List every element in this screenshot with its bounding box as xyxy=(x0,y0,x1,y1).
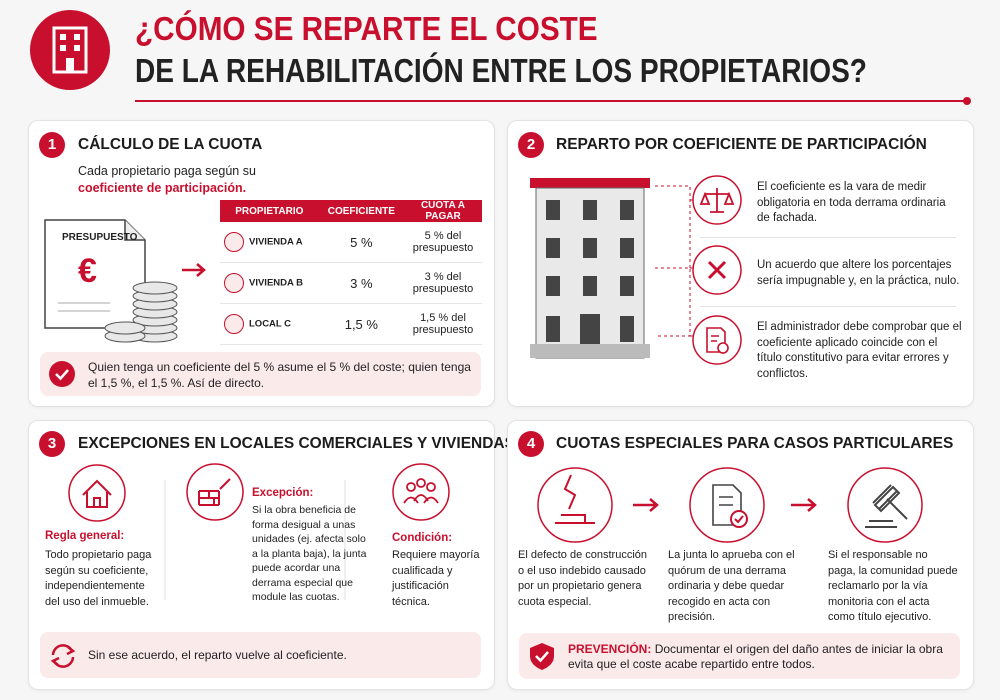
footer-box xyxy=(519,633,960,679)
quota: 5 % del presupuesto xyxy=(404,222,482,263)
quota: 3 % del presupuesto xyxy=(404,262,482,304)
table-header-cell: PROPIETARIO xyxy=(220,200,319,222)
quota: 1,5 % del presupuesto xyxy=(404,303,482,345)
quota-table: PROPIETARIO COEFICIENTE CUOTA A PAGAR VI… xyxy=(220,200,482,345)
building-illustration xyxy=(530,178,694,359)
column-text: Todo propietario paga según su coeficien… xyxy=(45,549,152,608)
owner: LOCAL C xyxy=(249,318,292,330)
owner: VIVIENDA B xyxy=(249,277,304,289)
table-header-cell: CUOTA A PAGAR xyxy=(404,200,482,222)
note-box xyxy=(40,352,481,396)
section-title: REPARTO POR COEFICIENTE DE PARTICIPACIÓN xyxy=(556,136,927,153)
exception-icons xyxy=(68,463,450,600)
check-icon xyxy=(49,361,75,387)
intro-text: Cada propietario paga según su xyxy=(78,164,256,178)
intro-highlight: coeficiente de participación. xyxy=(78,181,247,195)
owner-cell: LOCAL C xyxy=(220,303,319,345)
table-header: PROPIETARIO COEFICIENTE CUOTA A PAGAR xyxy=(220,200,482,222)
column-label: Excepción: xyxy=(252,487,314,499)
section-number: 2 xyxy=(518,132,544,158)
note: Quien tenga un coeficiente del 5 % asume… xyxy=(88,360,471,390)
coefficient: 3 % xyxy=(318,262,404,304)
owner-cell: VIVIENDA A xyxy=(220,222,319,263)
step-text: El defecto de construcción o el uso inde… xyxy=(518,549,648,608)
document-label: PRESUPUESTO xyxy=(62,232,138,243)
item-text: Un acuerdo que altere los porcentajes se… xyxy=(757,259,960,287)
section-title: CÁLCULO DE LA CUOTA xyxy=(78,136,263,153)
section-number: 4 xyxy=(518,431,544,457)
shield-icon xyxy=(530,643,554,670)
intro: Cada propietario paga según su coeficient… xyxy=(78,163,256,197)
header-icon xyxy=(30,10,110,90)
footer-label: PREVENCIÓN: xyxy=(568,642,652,656)
step-text: Si el responsable no paga, la comunidad … xyxy=(828,549,958,623)
item-icons xyxy=(692,175,742,365)
separator xyxy=(700,306,956,307)
footer-box xyxy=(40,632,481,678)
owner-cell: VIVIENDA B xyxy=(220,262,319,304)
footer-text: PREVENCIÓN: Documentar el origen del dañ… xyxy=(568,642,953,672)
footer-body: Documentar el origen del daño antes de i… xyxy=(568,642,943,671)
step-icons xyxy=(537,467,923,543)
column-label: Condición: xyxy=(392,532,453,544)
separator xyxy=(700,237,956,238)
cycle-icon xyxy=(50,644,76,668)
step-text: La junta lo aprueba con el quórum de una… xyxy=(668,549,795,623)
arrow xyxy=(182,263,206,277)
title-line-1: ¿CÓMO SE REPARTE EL COSTE xyxy=(135,10,598,47)
item-text: El administrador debe comprobar que el c… xyxy=(757,321,962,380)
section-number: 1 xyxy=(39,132,65,158)
table-row: LOCAL C 1,5 % 1,5 % del presupuesto xyxy=(220,303,482,345)
column-text: Requiere mayoría cualificada y justifica… xyxy=(392,549,480,608)
section-number: 3 xyxy=(39,431,65,457)
section-title: EXCEPCIONES EN LOCALES COMERCIALES Y VIV… xyxy=(78,435,515,452)
coefficient: 1,5 % xyxy=(318,303,404,345)
section-title: CUOTAS ESPECIALES PARA CASOS PARTICULARE… xyxy=(556,435,954,452)
coefficient: 5 % xyxy=(318,222,404,263)
footer-text: Sin ese acuerdo, el reparto vuelve al co… xyxy=(88,648,347,662)
table-row: VIVIENDA A 5 % 5 % del presupuesto xyxy=(220,222,482,263)
column-text: Si la obra beneficia de forma desigual a… xyxy=(252,504,367,603)
table-header-cell: COEFICIENTE xyxy=(318,200,404,222)
item-text: El coeficiente es la vara de medir oblig… xyxy=(757,181,946,224)
title-underline xyxy=(135,97,971,105)
column-label: Regla general: xyxy=(45,530,125,542)
euro-symbol: € xyxy=(78,252,97,290)
table-row: VIVIENDA B 3 % 3 % del presupuesto xyxy=(220,262,482,304)
title-line-2: DE LA REHABILITACIÓN ENTRE LOS PROPIETAR… xyxy=(135,52,867,89)
owner: VIVIENDA A xyxy=(249,236,303,248)
budget-illustration xyxy=(44,219,178,343)
